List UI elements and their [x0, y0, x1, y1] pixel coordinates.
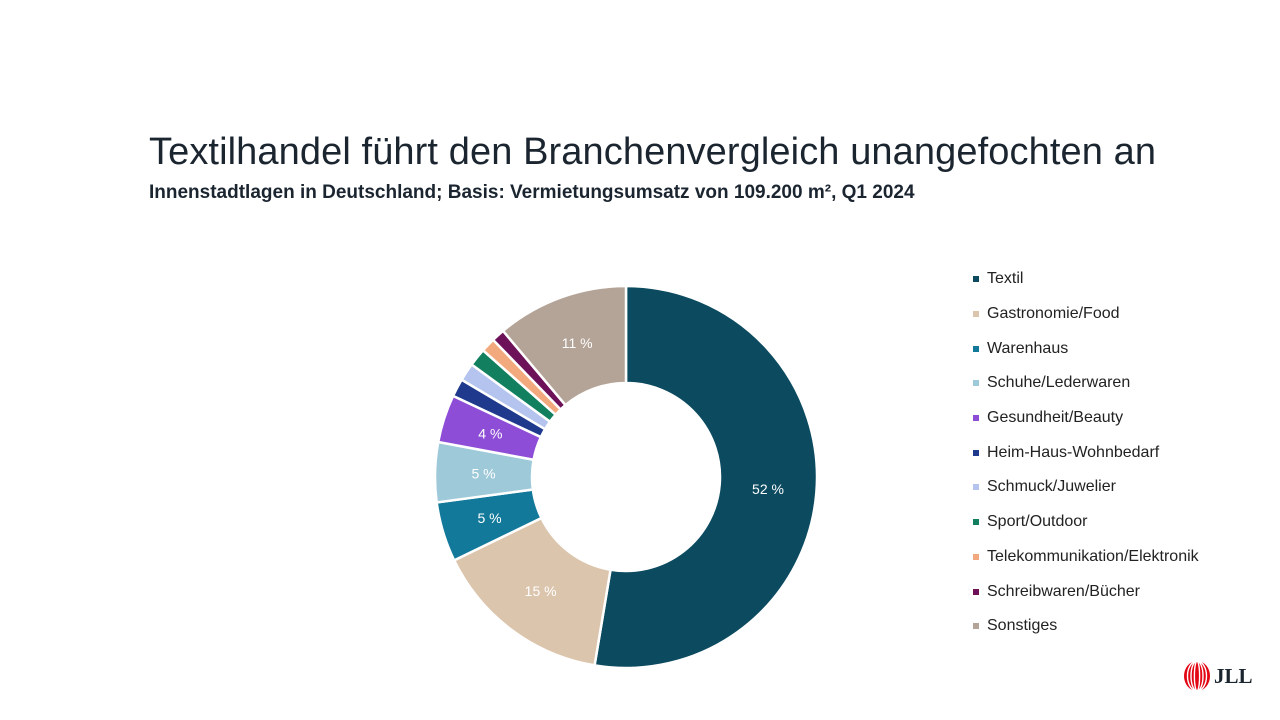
chart-legend: Textil Gastronomie/Food Warenhaus Schuhe/Le… — [973, 262, 1199, 644]
slice-textil — [593, 284, 819, 670]
data-label: 4 % — [478, 425, 502, 441]
legend-swatch — [973, 484, 979, 491]
legend-swatch — [973, 449, 979, 456]
jll-logo-icon — [1184, 660, 1210, 692]
data-label: 11 % — [562, 335, 593, 351]
legend-item: Schuhe/Lederwaren — [973, 366, 1199, 401]
legend-swatch — [973, 553, 979, 560]
legend-swatch — [973, 519, 979, 526]
legend-item: Sport/Outdoor — [973, 505, 1199, 540]
legend-label: Textil — [987, 270, 1024, 288]
legend-item: Heim-Haus-Wohnbedarf — [973, 435, 1199, 470]
legend-item: Sonstiges — [973, 609, 1199, 644]
page-title: Textilhandel führt den Branchenvergleich… — [149, 131, 1157, 173]
legend-label: Sport/Outdoor — [987, 513, 1088, 531]
legend-label: Warenhaus — [987, 339, 1069, 357]
data-label: 5 % — [471, 465, 495, 481]
data-label: 15 % — [525, 583, 557, 599]
legend-label: Gastronomie/Food — [987, 305, 1120, 323]
legend-swatch — [973, 345, 979, 352]
legend-swatch — [973, 311, 979, 318]
jll-logo: JLL — [1183, 660, 1253, 692]
legend-item: Schmuck/Juwelier — [973, 470, 1199, 505]
legend-swatch — [973, 276, 979, 283]
legend-item: Warenhaus — [973, 331, 1199, 366]
legend-swatch — [973, 415, 979, 422]
legend-label: Schreibwaren/Bücher — [987, 582, 1140, 600]
legend-label: Schuhe/Lederwaren — [987, 374, 1131, 392]
legend-item: Schreibwaren/Bücher — [973, 574, 1199, 609]
legend-swatch — [973, 588, 979, 595]
page-subtitle: Innenstadtlagen in Deutschland; Basis: V… — [149, 182, 915, 203]
legend-label: Gesundheit/Beauty — [987, 409, 1124, 427]
logo-text: JLL — [1214, 663, 1253, 688]
legend-item: Gastronomie/Food — [973, 297, 1199, 332]
legend-label: Telekommunikation/Elektronik — [987, 547, 1199, 565]
legend-label: Schmuck/Juwelier — [987, 478, 1116, 496]
data-label: 5 % — [477, 510, 501, 526]
legend-swatch — [973, 623, 979, 630]
legend-item: Textil — [973, 262, 1199, 297]
legend-swatch — [973, 380, 979, 387]
legend-item: Gesundheit/Beauty — [973, 401, 1199, 436]
legend-item: Telekommunikation/Elektronik — [973, 540, 1199, 575]
slice-sonstiges — [501, 284, 628, 407]
data-label: 52 % — [752, 481, 784, 497]
legend-label: Heim-Haus-Wohnbedarf — [987, 443, 1160, 461]
legend-label: Sonstiges — [987, 617, 1058, 635]
